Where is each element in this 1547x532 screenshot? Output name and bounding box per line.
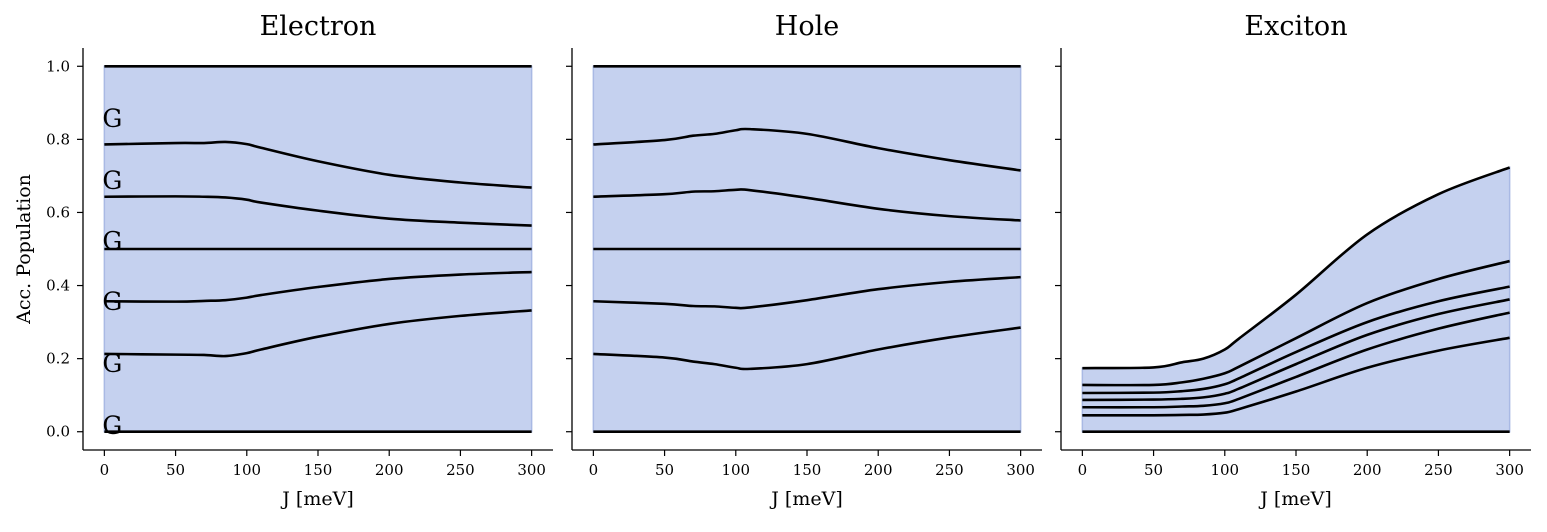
- x-tick-label-6: 300: [1006, 461, 1035, 479]
- x-tick-label-2: 100: [721, 461, 750, 479]
- series-line-5: [104, 140, 532, 189]
- x-tick-label-1: 50: [655, 461, 674, 479]
- x-tick-label-5: 250: [446, 461, 475, 479]
- x-tick-label-0: 0: [100, 461, 110, 479]
- x-tick-label-6: 300: [1495, 461, 1524, 479]
- x-tick-label-1: 50: [1144, 461, 1163, 479]
- panel-title: Hole: [775, 11, 839, 42]
- x-tick-label-0: 0: [1078, 461, 1088, 479]
- x-tick-label-1: 50: [166, 461, 185, 479]
- series-line-2: [1082, 311, 1510, 409]
- x-tick-label-2: 100: [1210, 461, 1239, 479]
- x-axis-label: J [meV]: [1258, 488, 1331, 510]
- x-tick-label-3: 150: [304, 461, 333, 479]
- y-tick-label-4: 0.8: [46, 130, 70, 148]
- panel-title: Exciton: [1244, 11, 1347, 42]
- series-line-1: [104, 309, 532, 358]
- series-line-4: [1082, 285, 1510, 395]
- x-tick-label-4: 200: [1353, 461, 1382, 479]
- series-line-3: [1082, 298, 1510, 402]
- y-tick-label-0: 0.0: [46, 423, 70, 441]
- x-tick-label-0: 0: [589, 461, 599, 479]
- x-axis-label: J [meV]: [280, 488, 353, 510]
- panel-hole: 0 50 100 150 200 250 300 Hole J [meV]: [566, 11, 1042, 510]
- region-label-3: G: [102, 227, 122, 256]
- x-tick-label-3: 150: [793, 461, 822, 479]
- region-label-2: G: [102, 287, 122, 316]
- y-tick-label-5: 1.0: [46, 57, 70, 75]
- region-label-1: G: [102, 349, 122, 378]
- series-line-4: [104, 195, 532, 227]
- x-tick-label-4: 200: [864, 461, 893, 479]
- series-line-2: [593, 275, 1021, 310]
- series-line-2: [104, 270, 532, 303]
- x-tick-label-5: 250: [1424, 461, 1453, 479]
- series-line-4: [593, 188, 1021, 222]
- panel-electron: G G G G G G 0 50 100 150 200 250 300 0.0 0.2 0.4 0.6 0.8 1…: [46, 11, 553, 510]
- region-label-5: G: [102, 104, 122, 133]
- x-tick-label-2: 100: [232, 461, 261, 479]
- series-line-5: [1082, 259, 1510, 387]
- y-axis-label: Acc. Population: [13, 174, 35, 325]
- series-line-6: [1082, 166, 1511, 370]
- y-tick-label-2: 0.4: [46, 277, 70, 295]
- y-tick-label-1: 0.2: [46, 350, 70, 368]
- y-tick-label-3: 0.6: [46, 203, 70, 221]
- panel-title: Electron: [260, 11, 377, 42]
- series-line-1: [593, 326, 1021, 371]
- series-line-1: [1082, 336, 1510, 417]
- x-axis-label: J [meV]: [769, 488, 842, 510]
- x-tick-label-6: 300: [517, 461, 546, 479]
- x-tick-label-3: 150: [1282, 461, 1311, 479]
- region-label-4: G: [102, 166, 122, 195]
- panel-exciton: 0 50 100 150 200 250 300 Exciton J [meV]: [1055, 11, 1531, 510]
- series-line-5: [593, 127, 1021, 172]
- x-tick-label-4: 200: [375, 461, 404, 479]
- region-label-0: G: [102, 411, 122, 440]
- x-tick-label-5: 250: [935, 461, 964, 479]
